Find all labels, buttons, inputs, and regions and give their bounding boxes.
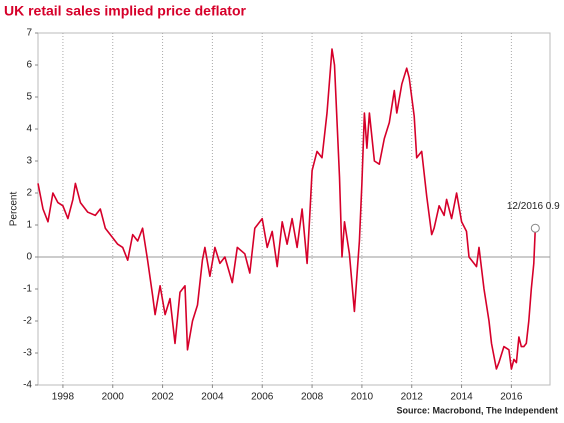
x-tick-label: 2008 — [301, 392, 324, 403]
y-tick-label: -3 — [23, 348, 32, 359]
source: Source: Macrobond, The Independent — [396, 405, 558, 415]
y-tick-label: 6 — [26, 60, 32, 71]
y-tick-label: -4 — [23, 380, 32, 391]
y-tick-label: 3 — [26, 156, 32, 167]
y-tick-label: 7 — [26, 28, 32, 39]
y-tick-label: 0 — [26, 252, 32, 263]
annotation: 12/2016 0.9 — [507, 201, 560, 212]
x-tick-label: 2000 — [102, 392, 125, 403]
highlight-point — [530, 223, 540, 233]
line — [37, 48, 537, 370]
x-tick-label: 2014 — [450, 392, 473, 403]
y-tick-label: 2 — [26, 188, 32, 199]
x-tick-label: 2010 — [351, 392, 374, 403]
y-tick-label: 4 — [26, 124, 32, 135]
x-tick-label: 2012 — [401, 392, 424, 403]
x-tick-label: 1998 — [52, 392, 75, 403]
y-axis-label: Percent — [9, 192, 20, 227]
y-tick-label: -1 — [23, 284, 32, 295]
y-tick-label: -2 — [23, 316, 32, 327]
chart-title: UK retail sales implied price deflator — [4, 3, 247, 19]
x-tick-label: 2002 — [151, 392, 174, 403]
y-tick-label: 5 — [26, 92, 32, 103]
x-tick-label: 2016 — [500, 392, 523, 403]
y-tick-label: 1 — [26, 220, 32, 231]
x-tick-label: 2006 — [251, 392, 274, 403]
x-tick-label: 2004 — [201, 392, 224, 403]
plot-frame — [37, 32, 551, 386]
